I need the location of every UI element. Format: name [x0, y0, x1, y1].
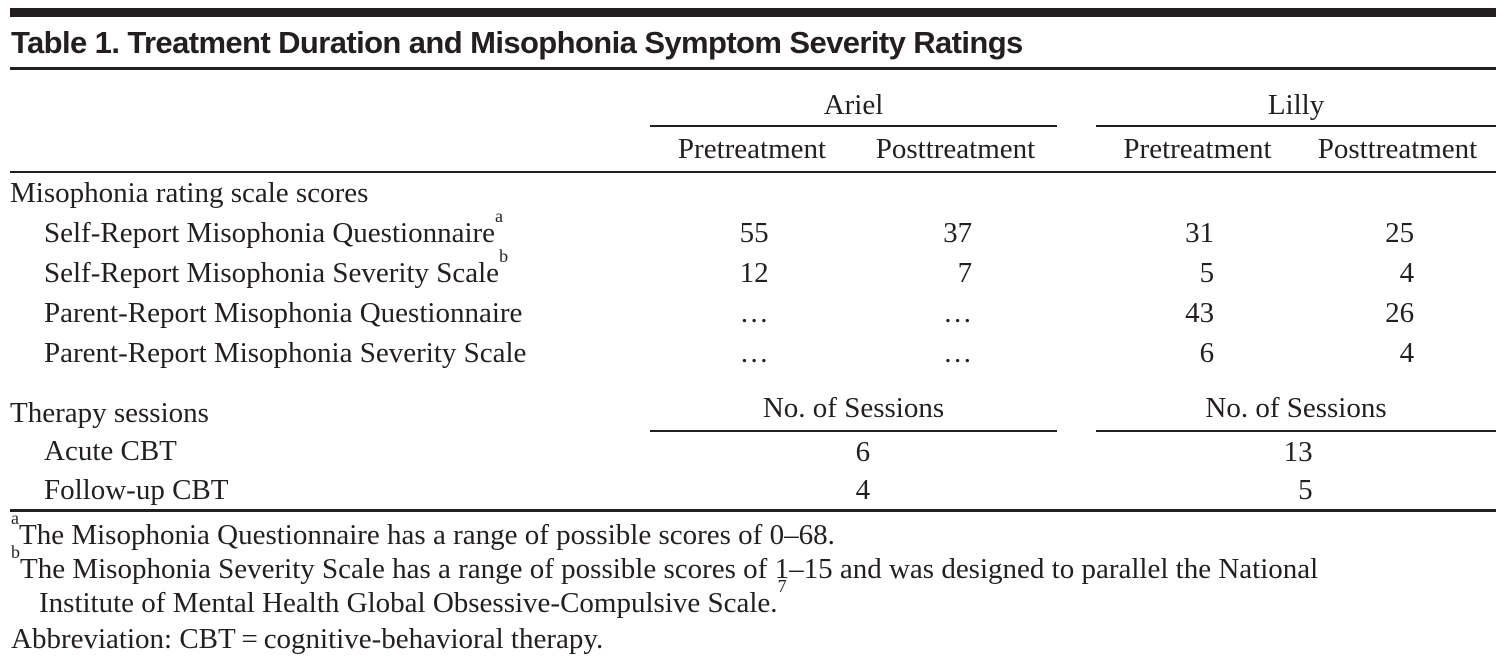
cell-value: 7 [957, 256, 973, 289]
therapy-sessions-header-row: Therapy sessions No. of Sessions No. of … [10, 373, 1497, 432]
cell-value: 5 [1298, 474, 1313, 506]
cell-value: 6 [855, 435, 871, 468]
footnote-marker-a: a [495, 205, 504, 226]
footnote-marker-b: b [499, 245, 509, 266]
row-label: Parent-Report Misophonia Questionnaire [10, 293, 650, 333]
cell-value: … [943, 336, 973, 369]
row-label: Self-Report Misophonia Severity Scaleb [10, 247, 650, 293]
cell-value: … [943, 296, 973, 329]
top-rule-bar [10, 8, 1496, 17]
cell-value: 25 [1385, 216, 1415, 249]
cell-value: … [739, 336, 769, 369]
abbreviation-note: Abbreviation: CBT = cognitive-behavioral… [11, 623, 604, 655]
group-gap [1057, 472, 1096, 509]
footnote-b-text-line1: The Misophonia Severity Scale has a rang… [19, 553, 1319, 585]
row-label-text: Self-Report Misophonia Questionnaire [44, 216, 496, 249]
cell-value: 55 [739, 216, 769, 249]
col-header-lilly-posttreatment: Posttreatment [1299, 126, 1497, 173]
row-label: Acute CBT [10, 431, 650, 472]
row-label-text: Parent-Report Misophonia Severity Scale [44, 336, 527, 369]
column-group-lilly: Lilly [1096, 70, 1497, 127]
cell-value: 13 [1283, 435, 1313, 468]
sub-header-row: Pretreatment Posttreatment Pretreatment … [10, 126, 1497, 173]
group-gap [1057, 293, 1096, 333]
cell-value: 4 [855, 474, 871, 506]
cell-value: … [739, 296, 769, 329]
cell-value: 26 [1385, 296, 1415, 329]
group-gap [1057, 213, 1096, 253]
group-gap [1057, 373, 1096, 431]
cell-value: 5 [1199, 256, 1215, 289]
section-header-therapy: Therapy sessions [10, 397, 209, 429]
table-row: Self-Report Misophonia Questionnairea 55… [10, 207, 1496, 253]
row-label: Self-Report Misophonia Questionnairea [10, 207, 650, 253]
section-header-ratings: Misophonia rating scale scores [10, 176, 369, 209]
footnote-b-line1: bThe Misophonia Severity Scale has a ran… [11, 543, 1496, 586]
footnote-b-marker: b [11, 542, 20, 563]
row-label-text: Acute CBT [44, 435, 177, 467]
table-row: Self-Report Misophonia Severity Scaleb 1… [10, 247, 1496, 293]
sessions-spanner-lilly: No. of Sessions [1096, 373, 1497, 432]
cell-value: 43 [1185, 296, 1215, 329]
footnote-a-marker: a [11, 508, 19, 529]
section-header-row: Misophonia rating scale scores [10, 172, 1496, 213]
row-label: Follow-up CBT [10, 472, 650, 509]
cell-value: 4 [1399, 336, 1415, 369]
table-row: Follow-up CBT 4 5 [10, 472, 1496, 509]
group-gap [1057, 333, 1096, 373]
cell-value: 4 [1399, 256, 1415, 289]
sessions-spanner-ariel: No. of Sessions [650, 373, 1057, 432]
reference-7-superscript: 7 [777, 576, 787, 597]
cell-value: 31 [1185, 216, 1215, 249]
group-gap [1057, 70, 1096, 126]
table-row: Acute CBT 6 13 [10, 431, 1496, 472]
cell-value: 37 [943, 216, 973, 249]
row-label-text: Parent-Report Misophonia Questionnaire [44, 296, 523, 329]
col-header-lilly-pretreatment: Pretreatment [1096, 126, 1299, 173]
group-gap [1057, 253, 1096, 293]
group-gap [1057, 126, 1096, 173]
col-header-ariel-posttreatment: Posttreatment [854, 126, 1057, 173]
row-label-text: Follow-up CBT [44, 474, 229, 506]
col-header-ariel-pretreatment: Pretreatment [650, 126, 854, 173]
table-title: Table 1. Treatment Duration and Misophon… [10, 17, 1496, 70]
footnote-b-line2: Institute of Mental Health Global Obsess… [11, 577, 1496, 620]
table-row: Parent-Report Misophonia Severity Scale … [10, 333, 1496, 373]
footnote-b-text-line2: Institute of Mental Health Global Obsess… [39, 587, 778, 619]
column-group-ariel: Ariel [650, 70, 1057, 127]
cell-value: 6 [1199, 336, 1215, 369]
data-table: Ariel Lilly Pretreatment Posttreatment P… [10, 70, 1497, 509]
empty-cell [10, 70, 650, 126]
group-header-row: Ariel Lilly [10, 70, 1497, 127]
table-row: Parent-Report Misophonia Questionnaire …… [10, 293, 1496, 333]
group-gap [1057, 431, 1096, 472]
empty-cell [10, 126, 650, 173]
footnote-a-text: The Misophonia Questionnaire has a range… [18, 519, 835, 551]
table-footnotes: aThe Misophonia Questionnaire has a rang… [10, 509, 1496, 663]
row-label: Parent-Report Misophonia Severity Scale [10, 333, 650, 373]
cell-value: 12 [739, 256, 769, 289]
row-label-text: Self-Report Misophonia Severity Scale [44, 256, 500, 289]
footnote-a: aThe Misophonia Questionnaire has a rang… [11, 509, 1496, 552]
